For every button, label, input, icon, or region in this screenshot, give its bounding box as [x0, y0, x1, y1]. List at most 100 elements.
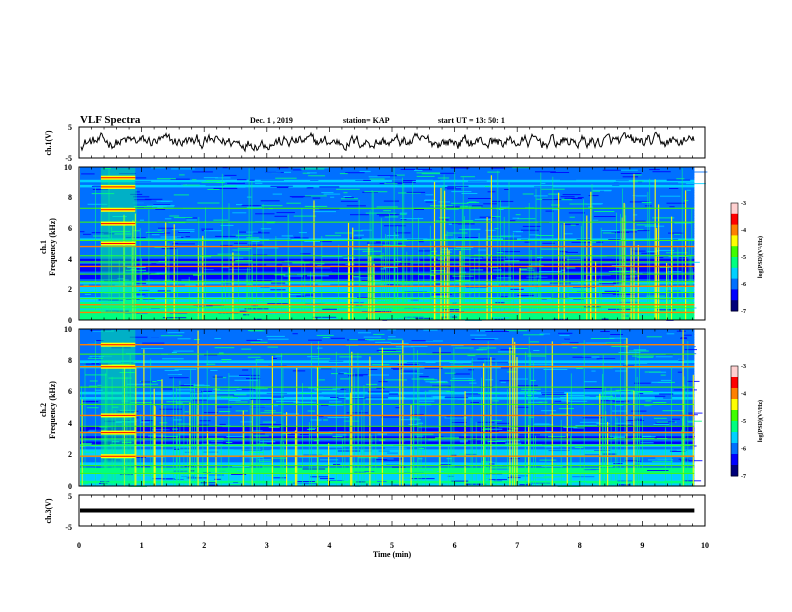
spectrogram-speckle: [492, 400, 499, 402]
spectrogram-speckle: [365, 212, 389, 214]
spectrogram-speckle: [630, 195, 636, 197]
spectrogram-speckle: [255, 359, 264, 361]
spectrogram-speckle: [81, 442, 92, 444]
spectrogram-speckle: [430, 251, 437, 253]
spectrogram-speckle: [343, 257, 356, 259]
spectrogram-speckle: [85, 252, 110, 254]
spectrogram-speckle: [287, 433, 296, 435]
spectrogram-speckle: [302, 172, 310, 174]
spectrogram-speckle: [633, 227, 639, 229]
spectrogram-speckle: [214, 347, 235, 349]
spectrogram-speckle: [158, 435, 179, 437]
spectrogram-speckle: [437, 177, 450, 179]
spectrogram-speckle: [484, 428, 491, 430]
spectrogram-speckle: [101, 232, 123, 234]
spectrogram-speckle: [83, 463, 103, 465]
spectrogram-speckle: [639, 314, 656, 316]
spectrogram-speckle: [637, 181, 643, 183]
spectrogram-speckle: [444, 417, 467, 419]
spectrogram-speckle: [99, 181, 110, 183]
spectrogram-band: [80, 433, 695, 437]
spectrogram-speckle: [451, 191, 472, 193]
spectrogram-speckle: [368, 339, 375, 341]
ch1-ytick-10: 10: [64, 163, 72, 172]
spectrogram-speckle: [602, 169, 621, 171]
spectrogram-speckle: [687, 420, 702, 422]
spectrogram-speckle: [315, 346, 330, 347]
spectrogram-band: [80, 425, 695, 429]
spectrogram-speckle: [171, 352, 177, 353]
spectrogram-speckle: [274, 215, 287, 217]
spectrogram-speckle: [533, 477, 555, 479]
spectrogram-speckle: [99, 426, 107, 428]
spectrogram-speckle: [304, 205, 328, 207]
spectrogram-speckle: [530, 172, 546, 174]
spectrogram-band: [80, 391, 695, 395]
spectrogram-band: [80, 478, 695, 482]
spectrogram-speckle: [495, 183, 503, 185]
ch1-ytick-6: 6: [68, 224, 72, 233]
spectrogram-speckle: [509, 475, 530, 477]
spectrogram-speckle: [566, 267, 576, 269]
spectrogram-speckle: [182, 184, 200, 186]
spectrogram-speckle: [130, 269, 137, 270]
spectrogram-speckle: [487, 171, 500, 173]
spectrogram-speckle: [256, 223, 279, 225]
colorbar-ticklabel: -5: [741, 255, 746, 261]
spectrogram-speckle: [569, 203, 588, 205]
spectrogram-speckle: [540, 234, 560, 236]
spectrogram-speckle: [413, 476, 430, 478]
spectrogram-band: [80, 218, 695, 222]
spectrogram-speckle: [406, 362, 426, 364]
spectrogram-speckle: [281, 251, 288, 253]
spectrogram-speckle: [99, 341, 116, 343]
spectrogram-speckle: [619, 468, 624, 470]
spectrogram-speckle: [655, 457, 672, 459]
spectrogram-speckle: [591, 370, 596, 372]
spectrogram-speckle: [496, 440, 520, 442]
spectrogram-speckle: [459, 440, 468, 442]
spectrogram-band: [80, 233, 695, 237]
spectrogram-speckle: [563, 223, 579, 225]
spectrogram-speckle: [688, 346, 696, 348]
spectrogram-speckle: [451, 345, 464, 347]
spectrogram-speckle: [136, 475, 160, 477]
spectrogram-speckle: [318, 416, 324, 418]
spectrogram-speckle: [400, 373, 424, 375]
spectrogram-band: [80, 179, 695, 183]
spectrogram-speckle: [372, 364, 390, 366]
x-ticklabel: 8: [578, 541, 582, 550]
spectrogram-speckle: [403, 316, 424, 318]
spectrogram-speckle: [210, 369, 218, 371]
spectrogram-speckle: [272, 193, 282, 195]
spectrogram-speckle: [108, 377, 132, 379]
spectrogram-speckle: [174, 392, 192, 394]
spectrogram-speckle: [318, 379, 325, 381]
spectrogram-speckle: [235, 332, 250, 334]
spectrogram-speckle: [171, 229, 195, 231]
colorbar-swatch: [731, 300, 738, 312]
spectrogram-speckle: [379, 215, 389, 217]
spectrogram-speckle: [566, 211, 578, 212]
x-ticklabel: 10: [701, 541, 709, 550]
spectrogram-speckle: [414, 433, 434, 435]
spectrogram-speckle: [308, 192, 324, 194]
spectrogram-speckle: [226, 436, 244, 438]
spectrogram-speckle: [399, 262, 411, 264]
spectrogram-speckle: [356, 481, 366, 483]
spectrogram-speckle: [640, 284, 657, 286]
spectrogram-speckle: [651, 381, 670, 383]
spectrogram-speckle: [317, 284, 331, 286]
spectrogram-speckle: [467, 461, 487, 463]
spectrogram-speckle: [437, 227, 460, 229]
spectrogram-band: [80, 438, 695, 443]
x-ticklabel: 3: [265, 541, 269, 550]
ch1-ytick-2: 2: [68, 285, 72, 294]
spectrogram-speckle: [564, 197, 576, 199]
spectrogram-speckle: [490, 245, 510, 246]
spectrogram-speckle: [496, 277, 512, 279]
spectrogram-speckle: [189, 403, 213, 405]
spectrogram-speckle: [85, 374, 107, 376]
spectrogram-speckle: [252, 375, 276, 377]
spectrogram-speckle: [385, 300, 408, 302]
